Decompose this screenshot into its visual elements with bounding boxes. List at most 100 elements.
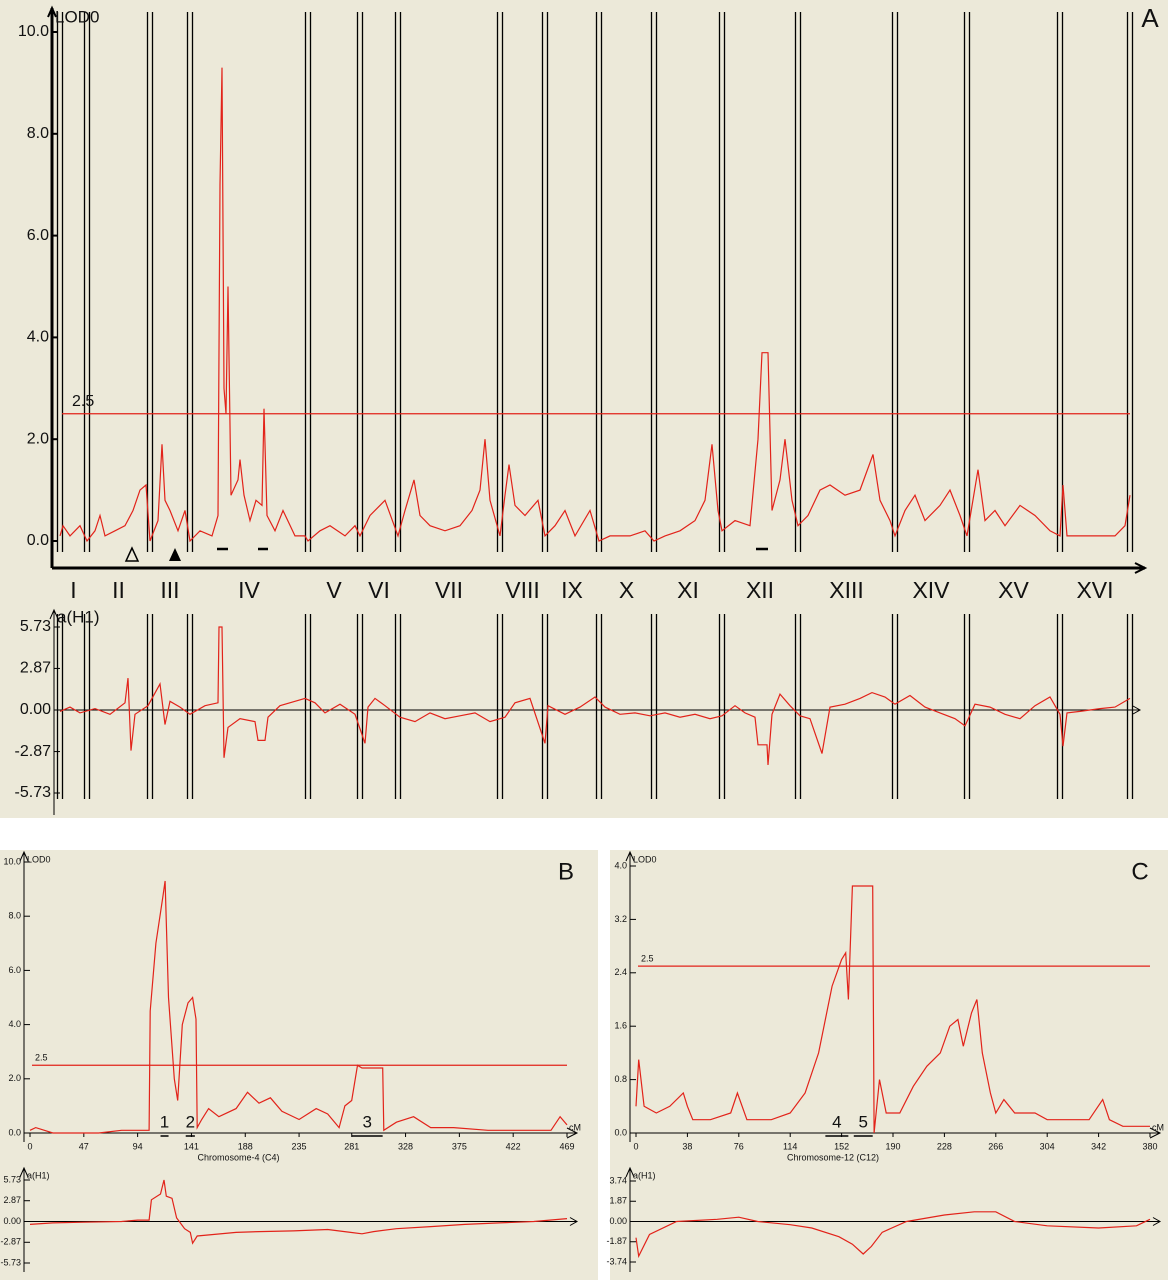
x-axis-arrow bbox=[566, 1127, 579, 1139]
interval-label: 4 bbox=[832, 1112, 841, 1131]
y-tick-label: 2.87 bbox=[3, 1195, 21, 1205]
y-axis-label: a(H1) bbox=[57, 607, 100, 626]
charts: I II III IV V VI VII VIII IX X XI XII XIII XIV XV XVILO… bbox=[0, 3, 1164, 1272]
x-tick-label: 188 bbox=[238, 1141, 253, 1151]
x-tick-label: 375 bbox=[452, 1141, 467, 1151]
y-tick-label: 0.8 bbox=[614, 1074, 627, 1084]
y-tick-label: 4.0 bbox=[614, 860, 627, 870]
x-unit: cM bbox=[569, 1122, 581, 1132]
panel-label: C bbox=[1131, 858, 1148, 885]
filled-triangle bbox=[169, 548, 181, 561]
chromosome-label: XIV bbox=[912, 577, 950, 603]
chromosome-label: XV bbox=[998, 577, 1029, 603]
panel-label: B bbox=[558, 858, 574, 885]
x-tick-label: 422 bbox=[506, 1141, 521, 1151]
y-axis-arrow bbox=[625, 850, 635, 862]
chromosome-label: XII bbox=[746, 577, 774, 603]
y-axis-label: LOD0 bbox=[27, 854, 51, 864]
y-tick-label: 5.73 bbox=[20, 618, 51, 635]
x-tick-label: 469 bbox=[559, 1141, 574, 1151]
y-tick-label: -5.73 bbox=[15, 784, 52, 801]
y-tick-label: 8.0 bbox=[8, 911, 21, 921]
x-tick-label: 114 bbox=[783, 1141, 797, 1151]
y-tick-label: 4.0 bbox=[8, 1019, 21, 1029]
data-line bbox=[59, 626, 1131, 766]
chromosome-label: XIII bbox=[829, 577, 864, 603]
x-tick-label: 342 bbox=[1091, 1141, 1106, 1151]
x-tick-label: 38 bbox=[682, 1141, 692, 1151]
panel-c-bg bbox=[610, 850, 1168, 1280]
data-line bbox=[59, 67, 1131, 543]
interval-label: 5 bbox=[859, 1112, 868, 1131]
threshold-label: 2.5 bbox=[35, 1053, 48, 1063]
y-tick-label: 0.0 bbox=[614, 1127, 627, 1137]
chromosome-label: VIII bbox=[505, 577, 540, 603]
interval-label: 3 bbox=[362, 1112, 371, 1131]
y-tick-label: 6.0 bbox=[27, 227, 49, 244]
data-line bbox=[29, 880, 568, 1134]
interval-label: 1 bbox=[160, 1112, 169, 1131]
y-tick-label: 1.6 bbox=[614, 1021, 627, 1031]
x-tick-label: 94 bbox=[133, 1141, 143, 1151]
data-line bbox=[635, 1211, 1151, 1259]
y-tick-label: 0.00 bbox=[3, 1216, 21, 1226]
y-axis-arrow bbox=[49, 608, 59, 620]
x-tick-label: 281 bbox=[344, 1141, 359, 1151]
chromosome-label: XI bbox=[677, 577, 699, 603]
chromosome-label: IX bbox=[561, 577, 583, 603]
y-tick-label: 3.74 bbox=[609, 1175, 627, 1185]
x-tick-label: 304 bbox=[1040, 1141, 1055, 1151]
y-axis-label: LOD0 bbox=[55, 7, 99, 26]
zero-line-arrow bbox=[1152, 1217, 1162, 1226]
y-tick-label: -3.74 bbox=[606, 1256, 627, 1266]
x-tick-label: 76 bbox=[734, 1141, 744, 1151]
chromosome-label: III bbox=[160, 577, 179, 603]
y-axis-arrow bbox=[47, 5, 57, 18]
chromosome-label: IV bbox=[238, 577, 260, 603]
y-tick-label: 10.0 bbox=[18, 23, 49, 40]
y-tick-label: 2.0 bbox=[27, 430, 49, 447]
y-tick-label: 4.0 bbox=[27, 329, 49, 346]
x-axis-arrow bbox=[1134, 562, 1148, 574]
panel-a-bg bbox=[0, 0, 1168, 818]
y-tick-label: -2.87 bbox=[0, 1237, 21, 1247]
panel-label: A bbox=[1141, 3, 1159, 33]
interval-label: 2 bbox=[186, 1112, 195, 1131]
open-triangle bbox=[124, 546, 140, 562]
threshold-label: 2.5 bbox=[72, 393, 94, 410]
y-tick-label: -2.87 bbox=[15, 743, 52, 760]
y-tick-label: 2.4 bbox=[614, 967, 627, 977]
y-tick-label: 0.0 bbox=[8, 1127, 21, 1137]
x-tick-label: 0 bbox=[27, 1141, 32, 1151]
y-axis-label: a(H1) bbox=[27, 1170, 50, 1180]
x-tick-label: 266 bbox=[988, 1141, 1003, 1151]
y-axis-arrow bbox=[625, 1166, 635, 1178]
zero-line-arrow bbox=[1132, 705, 1142, 715]
data-line bbox=[635, 885, 1150, 1134]
y-axis-arrow bbox=[19, 850, 29, 862]
chromosome-label: XVI bbox=[1076, 577, 1113, 603]
y-axis-label: LOD0 bbox=[633, 854, 657, 864]
y-tick-label: 0.00 bbox=[20, 701, 51, 718]
x-axis-label: Chromosome-12 (C12) bbox=[787, 1152, 879, 1162]
x-tick-label: 141 bbox=[184, 1141, 199, 1151]
y-axis-label: a(H1) bbox=[633, 1170, 656, 1180]
y-tick-label: 0.00 bbox=[609, 1216, 627, 1226]
x-tick-label: 152 bbox=[834, 1141, 849, 1151]
y-tick-label: 2.0 bbox=[8, 1073, 21, 1083]
y-tick-label: -1.87 bbox=[606, 1236, 627, 1246]
chromosome-label: II bbox=[112, 577, 125, 603]
threshold-label: 2.5 bbox=[641, 954, 654, 964]
x-tick-label: 190 bbox=[885, 1141, 900, 1151]
y-tick-label: 8.0 bbox=[27, 125, 49, 142]
chromosome-label: VII bbox=[435, 577, 463, 603]
y-tick-label: 10.0 bbox=[3, 856, 21, 866]
y-tick-label: 5.73 bbox=[3, 1174, 21, 1184]
x-tick-label: 228 bbox=[937, 1141, 952, 1151]
y-axis-arrow bbox=[19, 1166, 29, 1178]
x-tick-label: 328 bbox=[398, 1141, 413, 1151]
data-line bbox=[29, 1179, 568, 1245]
y-tick-label: -5.73 bbox=[0, 1257, 21, 1267]
chromosome-label: X bbox=[619, 577, 634, 603]
